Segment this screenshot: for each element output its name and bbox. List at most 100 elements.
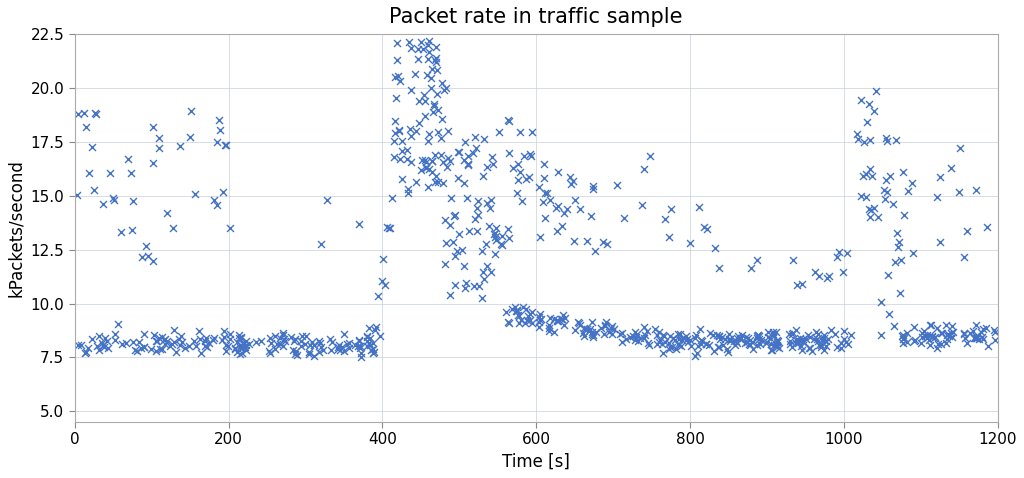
Point: [151, 134, 167, 141]
Point: [386, 153, 402, 161]
Point: [726, 337, 742, 345]
Point: [151, 144, 167, 152]
Point: [219, 342, 236, 350]
Point: [450, 148, 466, 155]
Point: [749, 341, 765, 348]
Point: [261, 347, 278, 354]
Point: [701, 329, 718, 337]
Point: [849, 130, 865, 138]
Point: [801, 345, 817, 352]
Point: [148, 337, 165, 345]
Point: [555, 312, 571, 319]
Point: [524, 308, 541, 316]
Point: [532, 315, 549, 323]
Point: [939, 336, 955, 343]
Point: [784, 257, 801, 264]
Point: [510, 160, 526, 168]
Point: [712, 335, 728, 343]
Point: [950, 188, 967, 196]
Point: [411, 120, 427, 127]
Point: [711, 264, 727, 272]
Point: [470, 282, 486, 290]
Point: [129, 347, 145, 355]
Point: [198, 334, 214, 342]
Point: [683, 342, 699, 350]
Point: [350, 337, 367, 344]
Point: [968, 335, 984, 342]
Point: [766, 342, 782, 349]
Point: [99, 344, 116, 352]
Point: [541, 324, 557, 332]
Point: [899, 338, 915, 346]
Point: [95, 201, 112, 208]
Point: [187, 191, 204, 198]
Point: [565, 177, 582, 185]
Point: [769, 343, 785, 350]
Point: [500, 225, 516, 232]
Point: [132, 344, 148, 352]
Point: [237, 343, 253, 351]
Point: [575, 325, 592, 332]
Point: [424, 157, 440, 165]
Point: [586, 185, 602, 193]
Point: [965, 327, 981, 335]
Point: [174, 338, 190, 346]
Point: [428, 43, 444, 51]
Point: [171, 335, 187, 342]
Point: [743, 338, 760, 346]
Point: [440, 127, 457, 135]
Point: [584, 330, 600, 337]
Point: [740, 340, 757, 348]
Point: [186, 337, 203, 345]
Point: [73, 341, 89, 348]
Point: [973, 328, 989, 336]
Point: [706, 331, 722, 338]
Point: [730, 332, 746, 340]
Point: [480, 222, 497, 229]
Point: [682, 239, 698, 247]
Point: [110, 320, 126, 328]
Point: [123, 169, 139, 176]
Point: [318, 196, 335, 203]
Point: [474, 248, 490, 255]
Point: [420, 55, 436, 63]
Point: [627, 336, 643, 344]
Point: [209, 138, 225, 146]
Point: [460, 152, 476, 160]
Point: [460, 161, 476, 168]
Point: [668, 345, 684, 353]
Point: [387, 73, 403, 80]
Point: [922, 337, 938, 344]
Point: [470, 197, 486, 205]
Point: [498, 308, 514, 315]
Point: [375, 255, 391, 263]
Point: [362, 341, 379, 349]
Point: [350, 337, 367, 345]
Point: [468, 228, 484, 235]
Point: [768, 328, 784, 336]
Point: [531, 316, 548, 324]
Point: [853, 97, 869, 104]
Point: [306, 341, 323, 349]
Point: [630, 337, 646, 345]
Point: [516, 152, 532, 160]
Point: [585, 331, 601, 338]
Point: [548, 205, 564, 212]
Point: [760, 334, 776, 341]
Point: [222, 331, 239, 338]
Point: [905, 249, 922, 257]
Point: [662, 343, 678, 351]
Point: [157, 340, 173, 348]
Point: [550, 168, 566, 176]
Point: [102, 169, 119, 177]
Point: [625, 332, 641, 339]
Point: [814, 336, 830, 344]
Point: [429, 66, 445, 74]
Point: [359, 342, 376, 349]
Point: [411, 97, 427, 104]
Point: [894, 331, 910, 338]
Point: [494, 232, 510, 239]
Point: [427, 56, 443, 64]
Point: [232, 350, 249, 358]
Point: [943, 164, 959, 172]
